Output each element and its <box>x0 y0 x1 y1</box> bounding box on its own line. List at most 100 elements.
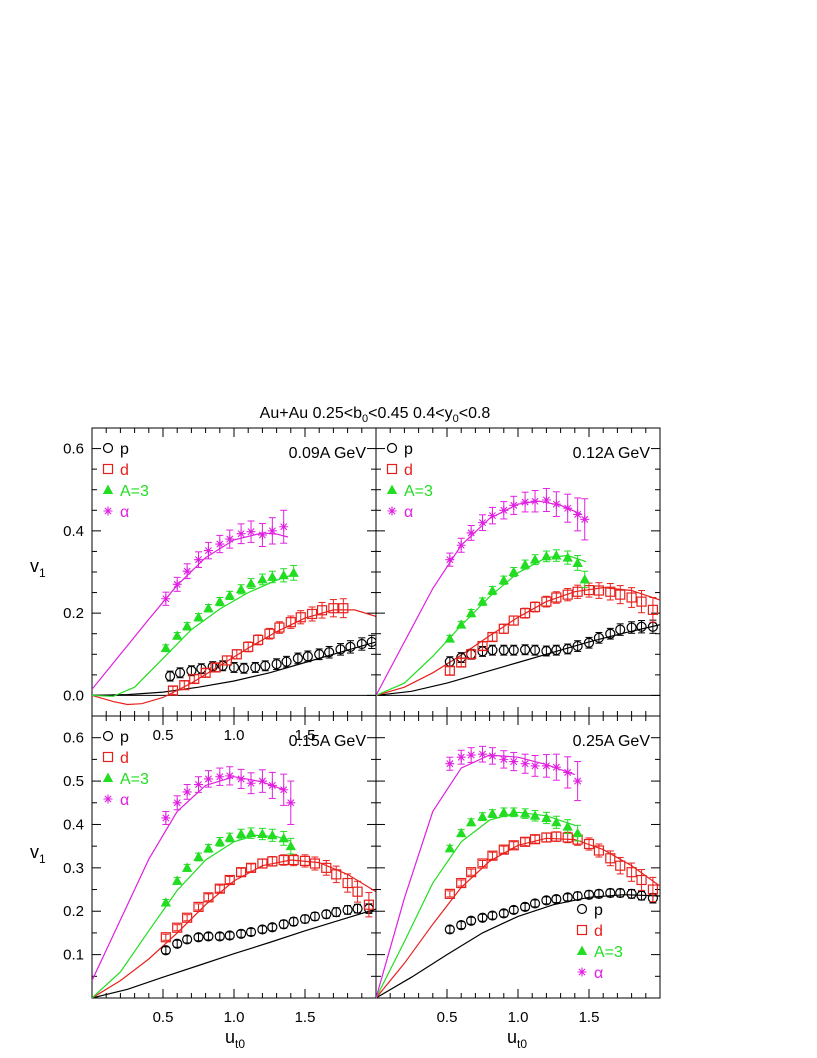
data-point <box>466 528 476 538</box>
panels: 0.5 1.0 1.50.00.20.40.6 0.09A GeVpdA=3α0.12… <box>63 427 661 1026</box>
y-tick-label: 0.2 <box>63 903 84 920</box>
data-point <box>520 759 530 769</box>
data-point <box>267 526 277 536</box>
series-alpha <box>445 487 590 567</box>
data-point <box>352 886 363 897</box>
data-point <box>563 767 573 777</box>
data-point <box>257 924 268 935</box>
data-point <box>551 816 562 827</box>
series-a3 <box>160 564 299 653</box>
data-point <box>508 904 519 916</box>
x-tick-label: 0.5 <box>153 727 174 744</box>
y-tick-label: 0.0 <box>63 687 84 704</box>
data-point <box>647 604 659 615</box>
data-point <box>267 856 278 867</box>
data-point <box>593 632 605 643</box>
data-point <box>551 645 562 656</box>
data-point <box>541 812 552 822</box>
legend: pd A=3 α <box>576 902 623 982</box>
legend-marker-p <box>102 730 114 742</box>
series-d <box>167 598 349 696</box>
x-tick-label: 0.5 <box>437 1009 458 1026</box>
data-point <box>172 922 183 933</box>
data-point <box>278 569 289 580</box>
y-axis-label-top-main: v <box>30 556 39 576</box>
data-point <box>530 761 540 771</box>
legend-label-A3: A=3 <box>120 771 149 788</box>
data-point <box>583 637 595 648</box>
title-sub-1: 0 <box>362 413 368 425</box>
data-point <box>193 851 204 861</box>
data-point <box>465 607 477 618</box>
series-alpha <box>161 766 296 825</box>
data-point <box>551 893 562 905</box>
data-point <box>335 644 346 655</box>
data-point <box>215 539 225 549</box>
y-tick-label: 0.6 <box>63 441 84 458</box>
data-point <box>541 495 551 505</box>
series-a3 <box>444 806 583 853</box>
data-point <box>331 906 342 918</box>
y-tick-label: 0.3 <box>63 860 84 877</box>
data-point <box>626 867 637 878</box>
x-axis-label-left-sub: t0 <box>235 1037 245 1051</box>
data-point <box>309 858 321 869</box>
data-point <box>636 621 647 632</box>
data-point <box>181 862 193 872</box>
data-point <box>445 759 455 769</box>
data-point <box>498 806 509 817</box>
data-point <box>314 649 325 660</box>
series-alpha <box>445 745 583 802</box>
data-point <box>228 662 240 673</box>
data-point <box>243 641 254 652</box>
series-d <box>444 582 659 676</box>
data-point <box>444 842 456 853</box>
legend-label-d: d <box>120 462 129 479</box>
data-point <box>189 673 200 685</box>
data-point <box>278 833 289 843</box>
data-point <box>573 776 583 786</box>
data-point <box>508 566 519 576</box>
data-point <box>203 546 213 556</box>
data-point <box>174 667 186 678</box>
data-point <box>477 811 488 821</box>
data-point <box>279 785 289 795</box>
legend-marker-alpha <box>103 794 113 804</box>
legend-label-d: d <box>594 923 603 940</box>
data-point <box>487 850 498 861</box>
y-axis-label-top-sub: 1 <box>39 566 46 580</box>
series-d <box>444 831 659 903</box>
data-point <box>444 665 455 676</box>
panel-4: 0.5 1.0 1.5 0.25A GeV pd A=3 α <box>375 715 661 1026</box>
data-point <box>487 808 498 818</box>
series-a3 <box>444 549 590 643</box>
data-point <box>562 821 573 831</box>
data-point <box>583 585 595 596</box>
data-point <box>236 928 247 939</box>
legend-marker-alpha <box>577 967 587 977</box>
data-point <box>519 808 531 818</box>
legend-label-alpha: α <box>120 504 129 521</box>
data-point <box>257 776 267 786</box>
x-tick-label: 1.5 <box>579 1009 600 1026</box>
data-point <box>235 828 247 839</box>
data-point <box>257 828 268 839</box>
data-point <box>200 667 211 678</box>
data-point <box>321 909 332 920</box>
series-d <box>160 853 374 943</box>
data-point <box>605 628 616 639</box>
data-point <box>236 867 247 878</box>
x-axis-label-left-main: u <box>225 1027 235 1047</box>
data-point <box>498 908 509 919</box>
data-point <box>456 920 467 931</box>
data-point <box>224 590 235 600</box>
data-point <box>238 663 250 674</box>
y-tick-label: 0.4 <box>63 816 84 833</box>
title-part-2: <0.45 0.4<y <box>368 405 453 422</box>
data-point <box>478 518 487 528</box>
model-curve-alpha <box>376 754 575 998</box>
data-point <box>583 889 595 900</box>
data-point <box>519 608 531 619</box>
data-point <box>615 589 626 600</box>
